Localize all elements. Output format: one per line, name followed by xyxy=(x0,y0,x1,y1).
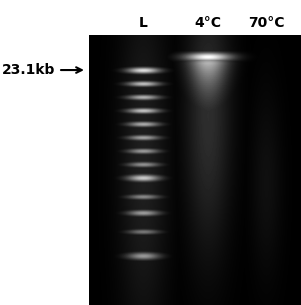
Text: 4°C: 4°C xyxy=(194,16,221,30)
Text: L: L xyxy=(138,16,147,30)
Text: 70°C: 70°C xyxy=(248,16,284,30)
Text: 23.1kb: 23.1kb xyxy=(2,63,82,77)
